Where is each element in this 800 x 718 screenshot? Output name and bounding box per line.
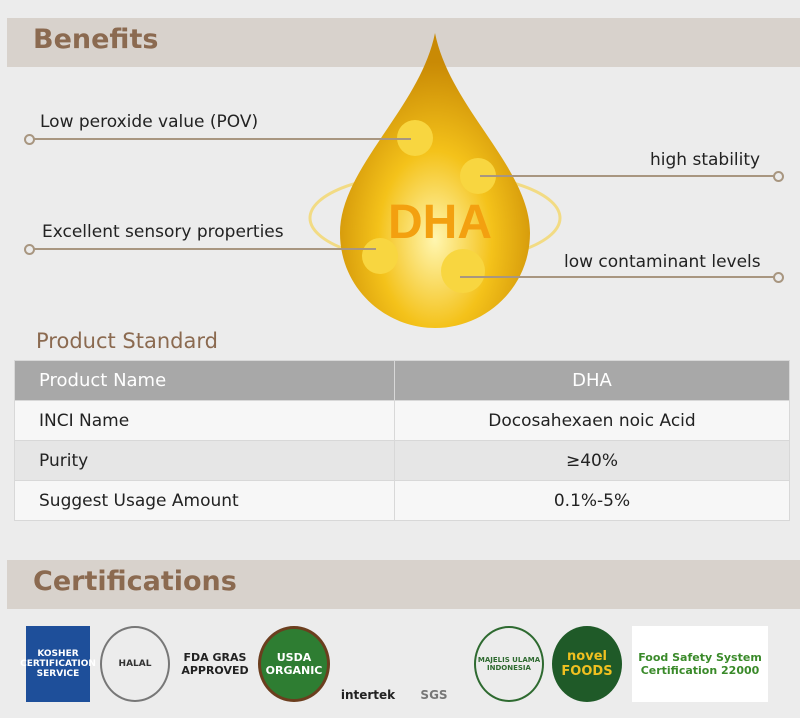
- novel-foods-logo: novel FOODS: [552, 626, 622, 702]
- halal-logo: HALAL: [100, 626, 170, 702]
- intertek-logo: intertek: [340, 688, 396, 702]
- benefit-low-contaminant: low contaminant levels: [564, 252, 761, 272]
- benefits-title: Benefits: [33, 24, 159, 55]
- usda-organic-logo: USDA ORGANIC: [258, 626, 330, 702]
- benefits-banner: Benefits: [7, 18, 800, 67]
- benefit-high-stability: high stability: [650, 150, 761, 170]
- fssc-22000-logo: Food Safety System Certification 22000: [632, 626, 768, 702]
- certifications-title: Certifications: [33, 566, 237, 597]
- table-header: Product Name DHA: [14, 360, 790, 401]
- certifications-banner: Certifications: [7, 560, 800, 609]
- table-row: INCI Name Docosahexaen noic Acid: [14, 400, 790, 441]
- dha-drop-image: DHA: [308, 33, 562, 328]
- table-row: Purity ≥40%: [14, 440, 790, 481]
- product-standard-title: Product Standard: [36, 329, 218, 353]
- mui-halal-logo: MAJELIS ULAMA INDONESIA: [474, 626, 544, 702]
- benefit-low-pov: Low peroxide value (POV): [40, 112, 259, 132]
- sgs-logo: SGS: [420, 688, 448, 702]
- kosher-logo: KOSHER CERTIFICATION SERVICE: [20, 626, 96, 702]
- benefit-sensory: Excellent sensory properties: [42, 222, 284, 242]
- table-row: Suggest Usage Amount 0.1%-5%: [14, 480, 790, 521]
- fda-logo: FDA GRAS APPROVED: [181, 651, 249, 677]
- dha-label: DHA: [388, 196, 492, 249]
- product-standard-table: Product Name DHA INCI Name Docosahexaen no…: [14, 360, 790, 521]
